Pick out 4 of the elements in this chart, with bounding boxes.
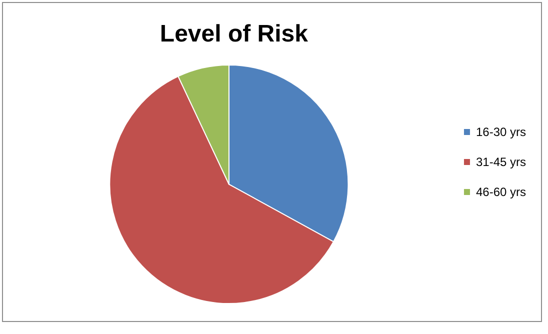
legend-label: 46-60 yrs (476, 185, 526, 199)
legend-label: 16-30 yrs (476, 125, 526, 139)
chart-title: Level of Risk (160, 20, 309, 48)
legend-label: 31-45 yrs (476, 155, 526, 169)
